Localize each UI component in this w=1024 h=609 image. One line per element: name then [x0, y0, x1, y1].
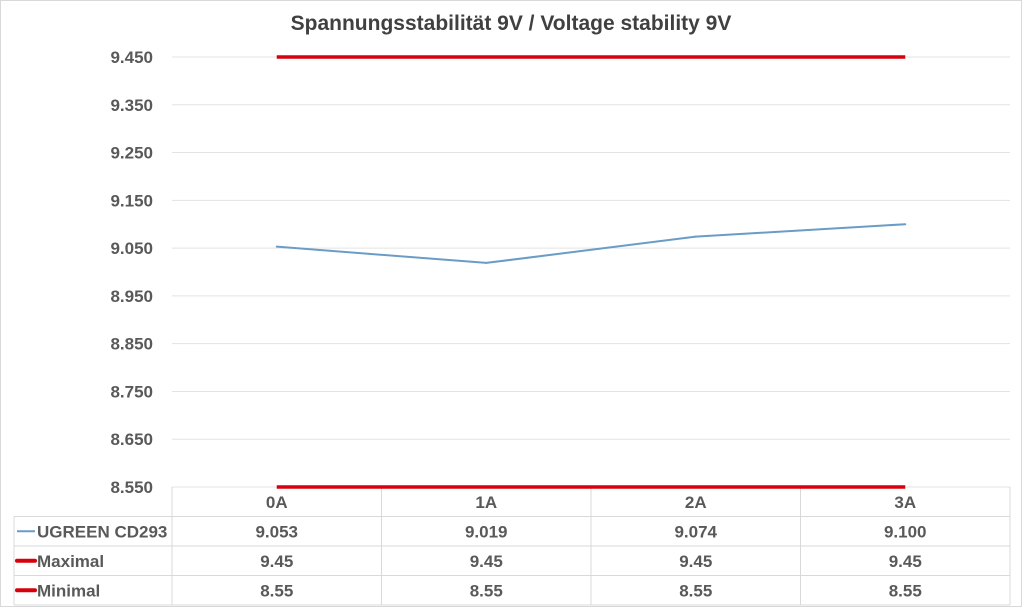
data-point — [904, 223, 907, 226]
data-point — [694, 235, 697, 238]
legend-label: UGREEN CD293 — [37, 522, 167, 541]
data-label: 8.55 — [470, 581, 503, 600]
y-tick-label: 8.950 — [110, 287, 153, 306]
chart-title: Spannungsstabilität 9V / Voltage stabili… — [291, 12, 732, 35]
y-tick-label: 9.450 — [110, 48, 153, 67]
y-tick-label: 8.750 — [110, 382, 153, 401]
y-tick-label: 8.850 — [110, 335, 153, 354]
data-label: 9.45 — [260, 552, 293, 571]
grid-layer — [172, 56, 1010, 488]
y-tick-label: 9.050 — [110, 239, 153, 258]
data-label: 9.100 — [884, 522, 927, 541]
data-table: 0A 1A 2A 3A UGREEN CD293 9.053 9.019 9.074 9.100… — [13, 487, 1011, 606]
y-tick-label: 9.150 — [110, 191, 153, 210]
data-point — [485, 261, 488, 264]
data-label: 8.55 — [260, 581, 293, 600]
data-label: 9.45 — [889, 552, 922, 571]
data-label: 9.053 — [255, 522, 298, 541]
data-label: 9.019 — [465, 522, 508, 541]
data-point — [275, 245, 278, 248]
y-tick-label: 8.550 — [110, 478, 153, 497]
y-tick-label: 9.250 — [110, 144, 153, 163]
legend-label: Minimal — [37, 581, 100, 600]
series-layer — [275, 55, 907, 489]
legend-label: Maximal — [37, 552, 104, 571]
x-tick-label: 2A — [685, 493, 707, 512]
y-tick-label: 8.650 — [110, 430, 153, 449]
data-label: 9.074 — [674, 522, 717, 541]
x-tick-label: 0A — [266, 493, 288, 512]
data-label: 9.45 — [470, 552, 503, 571]
data-label: 9.45 — [679, 552, 712, 571]
data-label: 8.55 — [889, 581, 922, 600]
series-line — [276, 223, 906, 264]
x-tick-label: 1A — [475, 493, 497, 512]
data-label: 8.55 — [679, 581, 712, 600]
y-axis: 9.450 9.350 9.250 9.150 9.050 8.950 8.850 8.750… — [110, 48, 153, 497]
y-tick-label: 9.350 — [110, 96, 153, 115]
x-tick-label: 3A — [894, 493, 916, 512]
